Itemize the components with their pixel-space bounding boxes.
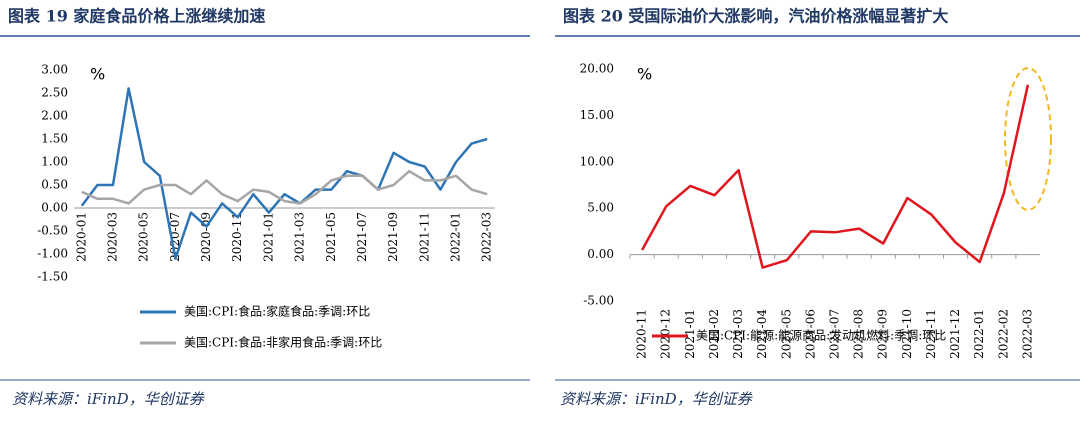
x-tick-label: 2021-03 [293,212,307,262]
y-tick-label: 1.00 [41,155,68,169]
x-tick-label: 2022-02 [996,309,1010,359]
x-tick-label: 2021-02 [707,309,721,359]
legend-label: 美国:CPI:食品:家庭食品:季调:环比 [184,304,370,319]
y-tick-label: 1.50 [41,132,68,146]
source-note: 资料来源：iFinD，华创证券 [560,390,753,408]
x-tick-label: 2020-12 [659,309,673,359]
x-tick-label: 2022-03 [480,212,494,262]
x-tick-label: 2022-01 [972,309,986,359]
x-tick-label: 2021-03 [731,309,745,359]
x-tick-label: 2022-01 [449,212,463,262]
y-tick-label: 0.00 [587,247,614,261]
y-unit: % [637,65,652,84]
x-tick-label: 2021-12 [948,309,962,359]
highlight-ellipse [1004,67,1052,211]
x-tick-label: 2021-11 [417,212,431,262]
y-tick-label: -0.50 [37,224,68,238]
x-tick-label: 2021-01 [683,309,697,359]
x-tick-label: 2020-05 [137,212,151,262]
y-tick-label: -1.00 [37,247,68,261]
series-line [80,87,488,260]
y-tick-label: 15.00 [580,108,614,122]
x-tick-label: 2021-06 [803,309,817,359]
y-tick-label: 5.00 [587,201,614,215]
x-tick-label: 2021-04 [755,309,769,359]
x-tick-label: 2022-03 [1020,309,1034,359]
x-tick-label: 2021-10 [900,309,914,359]
y-tick-label: -5.00 [583,294,614,308]
y-unit: % [90,65,105,84]
x-tick-label: 2020-11 [230,212,244,262]
y-tick-label: 0.50 [41,178,68,192]
legend-label: 美国:CPI:食品:非家用食品:季调:环比 [184,335,382,350]
x-tick-label: 2021-01 [261,212,275,262]
x-tick-label: 2020-01 [74,212,88,262]
x-tick-label: 2021-11 [924,309,938,359]
legend-label: 美国:CPI:能源:能源商品:发动机燃料:季调:环比 [696,328,946,343]
y-tick-label: 2.50 [41,86,68,100]
x-tick-label: 2021-07 [828,309,842,359]
x-tick-label: 2021-09 [386,212,400,262]
x-tick-label: 2020-03 [105,212,119,262]
chart-title: 图表 19 家庭食品价格上涨继续加速 [8,7,265,26]
series-line [641,84,1030,269]
x-tick-label: 2021-05 [324,212,338,262]
x-tick-label: 2021-09 [876,309,890,359]
y-tick-label: -1.50 [37,270,68,284]
y-tick-label: 10.00 [580,154,614,168]
chart-title: 图表 20 受国际油价大涨影响，汽油价格涨幅显著扩大 [563,7,948,26]
x-tick-label: 2021-05 [779,309,793,359]
y-tick-label: 2.00 [41,109,68,123]
y-tick-label: 0.00 [41,201,68,215]
y-tick-label: 3.00 [41,63,68,77]
x-tick-label: 2021-07 [355,212,369,262]
x-tick-label: 2020-11 [635,309,649,359]
source-note: 资料来源：iFinD，华创证券 [12,390,205,408]
x-tick-label: 2021-08 [852,309,866,359]
y-tick-label: 20.00 [580,62,614,76]
series-line [81,169,488,205]
